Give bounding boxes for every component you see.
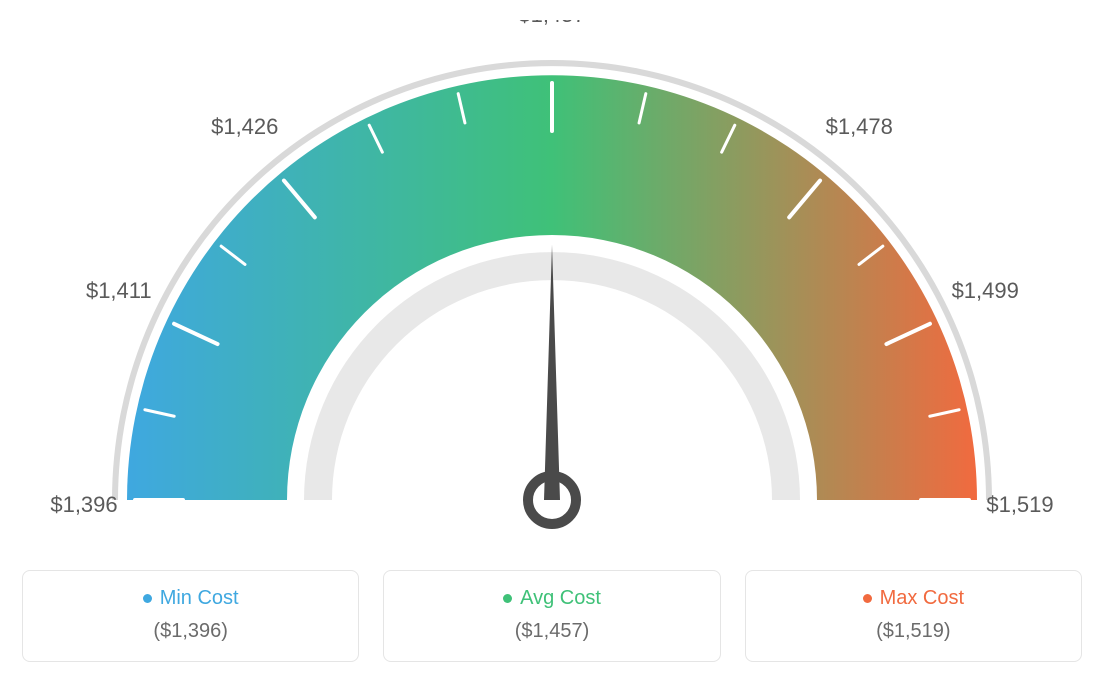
legend-card-avg: Avg Cost ($1,457) <box>383 570 720 662</box>
svg-text:$1,396: $1,396 <box>50 492 117 517</box>
svg-text:$1,411: $1,411 <box>86 278 152 303</box>
cost-gauge: $1,396 $1,411 $1,426 $1,457 $1,478 $1,499 $1,5… <box>22 20 1082 560</box>
legend-avg-title: Avg Cost <box>520 587 601 610</box>
svg-text:$1,478: $1,478 <box>826 114 893 139</box>
legend-card-max: Max Cost ($1,519) <box>745 570 1082 662</box>
legend-title-row: Min Cost <box>143 587 239 610</box>
svg-text:$1,426: $1,426 <box>211 114 278 139</box>
legend-max-title: Max Cost <box>880 587 964 610</box>
legend-min-value: ($1,396) <box>153 620 228 643</box>
legend-min-title: Min Cost <box>160 587 239 610</box>
svg-text:$1,499: $1,499 <box>952 278 1019 303</box>
svg-text:$1,519: $1,519 <box>986 492 1053 517</box>
legend-title-row: Avg Cost <box>503 587 601 610</box>
bullet-min <box>143 594 152 603</box>
svg-text:$1,457: $1,457 <box>518 20 585 27</box>
legend-card-min: Min Cost ($1,396) <box>22 570 359 662</box>
legend-row: Min Cost ($1,396) Avg Cost ($1,457) Max … <box>22 570 1082 662</box>
legend-max-value: ($1,519) <box>876 620 951 643</box>
legend-avg-value: ($1,457) <box>515 620 590 643</box>
bullet-max <box>863 594 872 603</box>
bullet-avg <box>503 594 512 603</box>
legend-title-row: Max Cost <box>863 587 964 610</box>
